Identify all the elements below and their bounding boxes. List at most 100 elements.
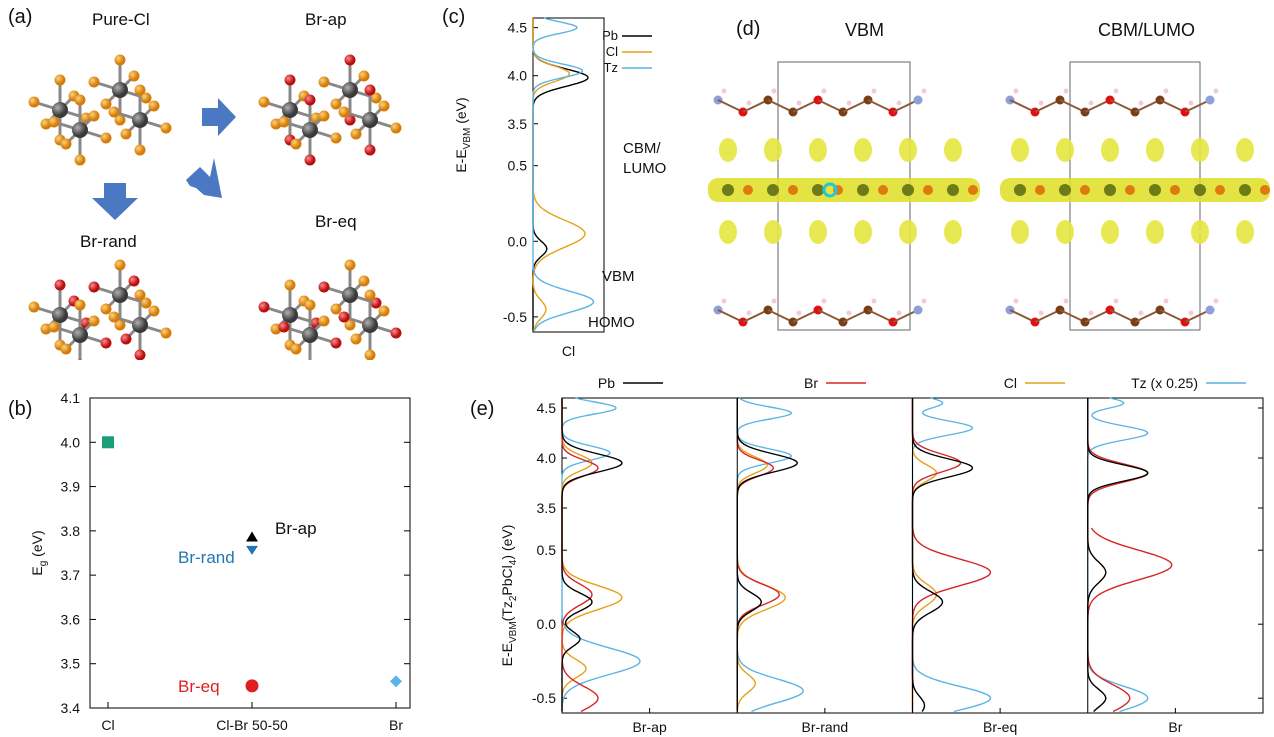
y-tick-label: 3.4 <box>61 700 81 716</box>
legend-label: Tz (x 0.25) <box>1131 375 1198 391</box>
organic-bond <box>1034 99 1061 113</box>
cl-atom <box>788 185 798 195</box>
y-tick-label: 0.0 <box>537 616 557 632</box>
structure-title-pure-cl: Pure-Cl <box>92 10 150 29</box>
br-atom <box>338 311 350 323</box>
br-atom <box>344 114 356 126</box>
organic-bond <box>1084 99 1111 113</box>
cl-atom <box>114 54 126 66</box>
y-tick-label: 4.1 <box>61 390 81 406</box>
organic-bond <box>1034 309 1061 323</box>
orbital-lobe <box>899 138 917 162</box>
cl-atom <box>350 333 362 345</box>
dos-chart-e: 4.5 4.0 3.5 0.5 0.0 -0.5 E-EVBM(Tz2PbCl4) (eV)… <box>499 375 1264 735</box>
cl-atom <box>74 154 86 166</box>
pb-atom <box>112 287 128 303</box>
annotation-br-rand: Br-rand <box>178 548 235 567</box>
dos-curve-pb <box>911 398 974 712</box>
cl-atom <box>88 315 100 327</box>
pb-atom <box>52 102 68 118</box>
cl-atom <box>60 343 72 355</box>
orbital-lobe <box>854 138 872 162</box>
bandgap-chart: 3.4 3.5 3.6 3.7 3.8 3.9 4.0 4.1 Cl Cl-Br 50-50 Br E… <box>29 390 411 733</box>
organic-bond <box>742 309 769 323</box>
br-atom <box>318 281 330 293</box>
br-atom <box>278 321 290 333</box>
pb-atom <box>132 317 148 333</box>
hydrogen-atom <box>921 298 927 304</box>
hydrogen-atom <box>746 100 752 106</box>
dos-curve-pb <box>736 398 799 712</box>
y-tick-label: 0.5 <box>508 158 528 174</box>
cl-atom <box>114 319 126 331</box>
cluster-br-eq <box>258 259 402 360</box>
dos-curve-pb <box>532 18 589 331</box>
hydrogen-atom <box>1063 298 1069 304</box>
organic-bond <box>767 99 794 113</box>
cl-atom <box>278 116 290 128</box>
dos-curve-pb <box>561 398 623 712</box>
hydrogen-atom <box>821 88 827 94</box>
hydrogen-atom <box>1163 298 1169 304</box>
annotation-br-ap: Br-ap <box>275 519 317 538</box>
arrow-diagonal-icon <box>186 158 222 198</box>
cl-atom <box>1215 185 1225 195</box>
structure-title-br-ap: Br-ap <box>305 10 347 29</box>
pb-atom <box>362 317 378 333</box>
hydrogen-atom <box>746 310 752 316</box>
arrow-right-icon <box>202 98 236 136</box>
dos-curve-tz <box>736 397 805 713</box>
pb-atom <box>52 307 68 323</box>
cl-atom <box>100 132 112 144</box>
legend-label: Cl <box>606 44 618 59</box>
cl-atom <box>358 275 370 287</box>
annotation-cbm: CBM/ <box>623 140 661 157</box>
cl-atom <box>304 299 316 311</box>
orbital-lobe <box>1101 220 1119 244</box>
cl-atom <box>100 303 112 315</box>
orbital-lobe <box>764 220 782 244</box>
cl-atom <box>923 185 933 195</box>
cl-atom <box>318 76 330 88</box>
organic-bond <box>792 99 819 113</box>
organic-bond <box>1134 99 1161 113</box>
organic-bond <box>867 99 894 113</box>
hydrogen-atom <box>896 310 902 316</box>
organic-bond <box>1184 309 1211 323</box>
x-tick-label: Br-ap <box>633 719 667 735</box>
cl-atom <box>48 116 60 128</box>
cl-atom <box>134 289 146 301</box>
cl-atom <box>1080 185 1090 195</box>
orbital-lobe <box>1011 138 1029 162</box>
structures-svg <box>28 54 402 360</box>
cl-atom <box>88 76 100 88</box>
cl-atom <box>148 100 160 112</box>
hydrogen-atom <box>1088 100 1094 106</box>
y-tick-label: 3.5 <box>508 116 528 132</box>
cluster-br-ap <box>258 54 402 166</box>
orbital-lobe <box>1146 138 1164 162</box>
cl-atom <box>140 297 152 309</box>
highlight-ring <box>822 182 838 198</box>
x-tick-label: Br <box>1168 719 1182 735</box>
cl-atom <box>364 289 376 301</box>
cl-atom <box>134 144 146 156</box>
hydrogen-atom <box>1213 298 1219 304</box>
panel-c: (c) 4.5 4.0 3.5 0.5 0.0 -0.5 Cl E-EVBM (eV) Pb Cl… <box>440 0 690 380</box>
organic-bond <box>767 309 794 323</box>
hydrogen-atom <box>1163 88 1169 94</box>
cl-atom <box>120 128 132 140</box>
cl-atom <box>160 122 172 134</box>
cl-atom <box>370 92 382 104</box>
cl-atom <box>74 299 86 311</box>
orbital-title-cbm: CBM/LUMO <box>1098 20 1196 40</box>
panel-a: (a) Pure-Cl Br-ap Br-rand Br-eq <box>0 0 440 360</box>
hydrogen-atom <box>771 88 777 94</box>
y-tick-label: 0.5 <box>537 542 557 558</box>
hydrogen-atom <box>1038 310 1044 316</box>
cl-atom <box>743 185 753 195</box>
y-tick-label: 4.0 <box>61 434 81 450</box>
organic-atom <box>1205 305 1215 315</box>
orbital-lobe <box>944 220 962 244</box>
orbital-lobe <box>1236 138 1254 162</box>
